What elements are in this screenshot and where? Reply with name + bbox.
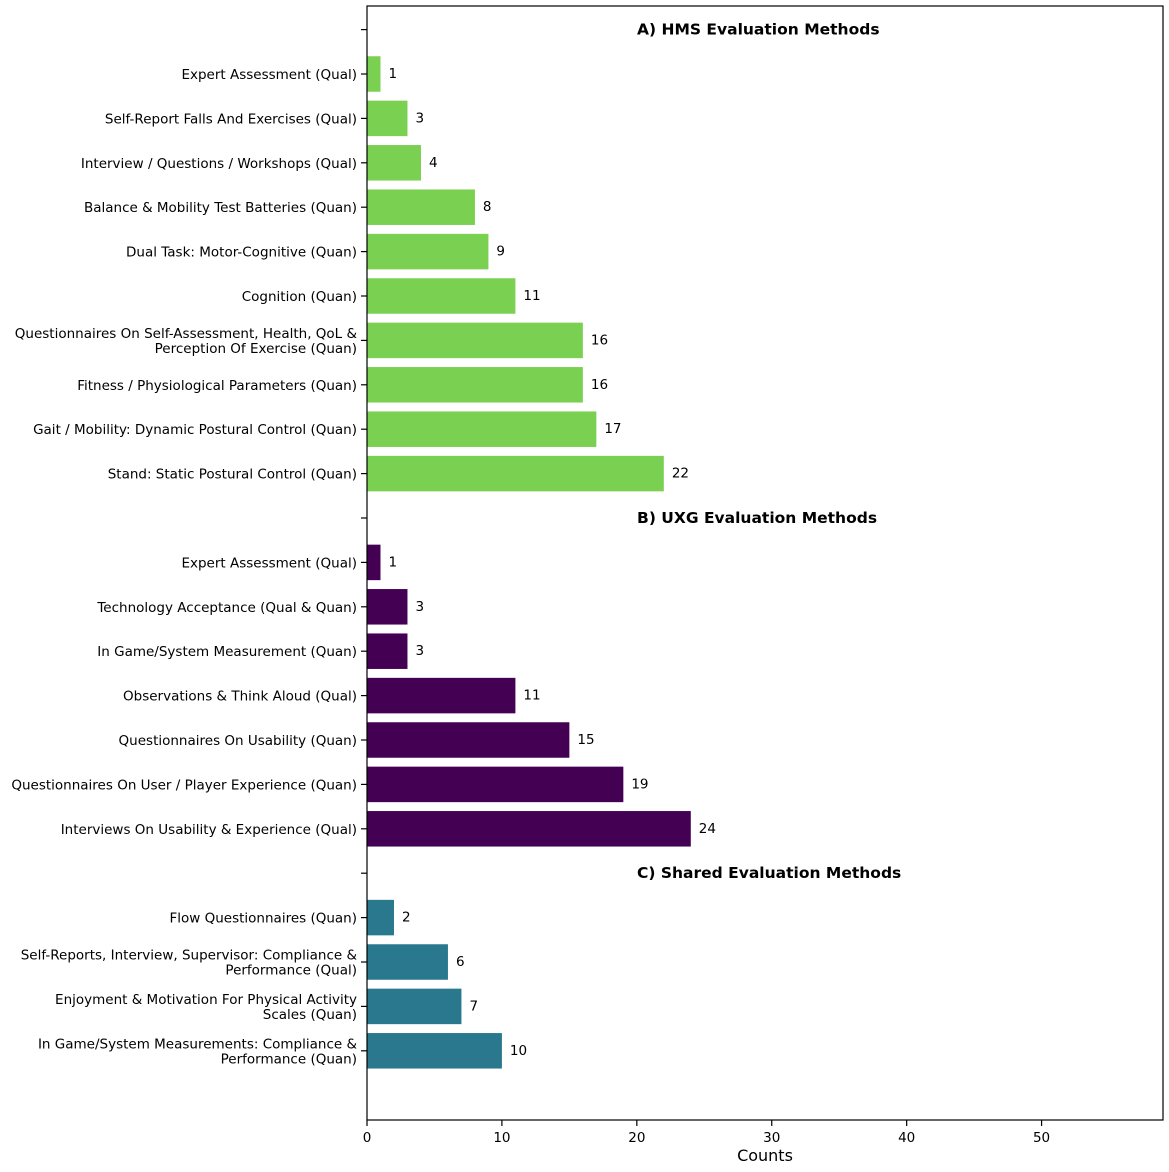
category-label: Self-Report Falls And Exercises (Qual) [105, 111, 357, 127]
bar [367, 411, 597, 447]
category-label: In Game/System Measurements: Compliance … [38, 1036, 358, 1052]
category-label: Enjoyment & Motivation For Physical Acti… [55, 992, 357, 1008]
bar [367, 988, 462, 1025]
value-label: 16 [591, 377, 608, 393]
bar [367, 455, 664, 492]
axes-frame [366, 5, 1164, 1121]
category-label: Gait / Mobility: Dynamic Postural Contro… [33, 422, 357, 438]
plot-area: A) HMS Evaluation Methods Expert Assessme… [11, 21, 1050, 1146]
category-label: Questionnaires On Self-Assessment, Healt… [15, 326, 358, 342]
bar [367, 722, 570, 758]
value-label: 11 [523, 688, 540, 704]
value-label: 1 [388, 66, 397, 82]
category-label: Flow Questionnaires (Quan) [170, 911, 358, 927]
bar [367, 677, 516, 714]
category-label: Questionnaires On User / Player Experien… [11, 777, 357, 793]
x-tick-label: 10 [493, 1130, 510, 1146]
bar [367, 633, 408, 669]
category-label: Interview / Questions / Workshops (Qual) [81, 156, 357, 172]
value-label: 16 [591, 332, 608, 348]
category-label: Expert Assessment (Qual) [181, 555, 357, 571]
x-axis-label: Counts [737, 1146, 793, 1165]
bar [367, 145, 421, 181]
x-tick-label: 40 [898, 1130, 915, 1146]
bar [367, 100, 408, 137]
bar [367, 278, 516, 314]
category-label: In Game/System Measurement (Quan) [97, 644, 357, 660]
x-tick-label: 50 [1033, 1130, 1050, 1146]
value-label: 2 [402, 910, 411, 926]
value-label: 9 [496, 244, 505, 260]
bar [367, 56, 381, 92]
bar [367, 899, 394, 936]
bar [367, 811, 691, 847]
category-label: Questionnaires On Usability (Quan) [119, 733, 357, 749]
value-label: 3 [415, 599, 424, 615]
category-label: Balance & Mobility Test Batteries (Quan) [84, 200, 357, 216]
category-label: Interviews On Usability & Experience (Qu… [61, 822, 357, 838]
value-label: 11 [523, 288, 540, 304]
bar [367, 589, 408, 625]
group-title: B) UXG Evaluation Methods [637, 509, 877, 527]
bar [367, 322, 583, 359]
bar [367, 1033, 502, 1069]
x-tick-label: 20 [628, 1130, 645, 1146]
x-tick-label: 0 [363, 1130, 372, 1146]
value-label: 22 [672, 466, 689, 482]
category-label: Performance (Quan) [221, 1051, 357, 1067]
bar [367, 189, 475, 225]
category-label: Stand: Static Postural Control (Quan) [108, 467, 357, 483]
value-label: 7 [469, 998, 478, 1014]
category-label: Perception Of Exercise (Quan) [155, 341, 357, 357]
category-label: Performance (Qual) [225, 963, 357, 979]
value-label: 17 [604, 421, 621, 437]
x-tick-label: 30 [763, 1130, 780, 1146]
bar [367, 544, 381, 581]
value-label: 8 [483, 199, 492, 215]
value-label: 10 [510, 1043, 527, 1059]
value-label: 3 [415, 643, 424, 659]
category-label: Dual Task: Motor-Cognitive (Quan) [126, 245, 357, 261]
category-label: Scales (Quan) [263, 1007, 357, 1023]
value-label: 24 [699, 821, 716, 837]
group-title: C) Shared Evaluation Methods [637, 864, 901, 882]
category-label: Cognition (Quan) [242, 289, 357, 305]
category-label: Observations & Think Aloud (Qual) [123, 689, 357, 705]
group-title: A) HMS Evaluation Methods [637, 21, 880, 39]
category-label: Expert Assessment (Qual) [181, 67, 357, 83]
category-label: Self-Reports, Interview, Supervisor: Com… [21, 948, 358, 964]
category-label: Technology Acceptance (Qual & Quan) [96, 600, 357, 616]
bar [367, 766, 624, 803]
bar [367, 367, 583, 403]
value-label: 3 [415, 110, 424, 126]
value-label: 19 [631, 776, 648, 792]
value-label: 1 [388, 554, 397, 570]
bar [367, 233, 489, 270]
value-label: 6 [456, 954, 465, 970]
value-label: 15 [577, 732, 594, 748]
bar [367, 944, 448, 980]
value-label: 4 [429, 155, 438, 171]
category-label: Fitness / Physiological Parameters (Quan… [77, 378, 357, 394]
